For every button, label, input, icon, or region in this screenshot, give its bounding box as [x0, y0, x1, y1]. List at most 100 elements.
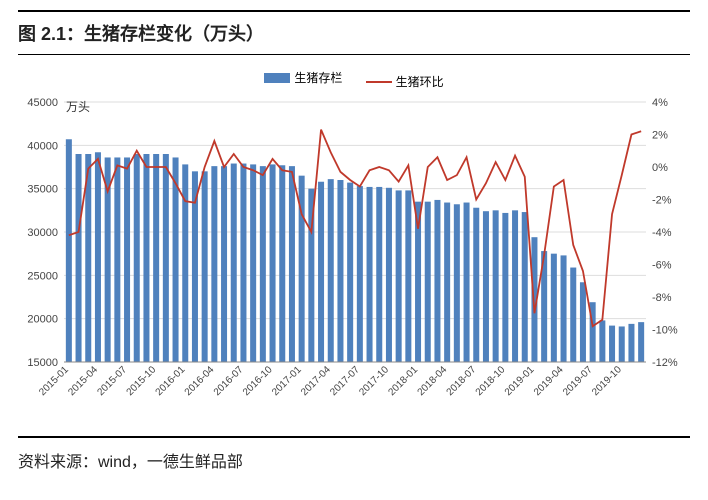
svg-text:2015-07: 2015-07: [95, 364, 129, 398]
legend-line-label: 生猪环比: [396, 73, 444, 90]
bar: [454, 204, 460, 362]
bar: [561, 255, 567, 362]
bar: [279, 165, 285, 362]
bar: [580, 282, 586, 362]
svg-text:-12%: -12%: [652, 357, 678, 369]
svg-text:4%: 4%: [652, 97, 668, 109]
bar: [250, 164, 256, 362]
bar: [66, 139, 72, 362]
svg-text:2018-04: 2018-04: [416, 364, 450, 398]
bar: [609, 326, 615, 362]
svg-text:35000: 35000: [27, 184, 58, 196]
svg-text:2015-10: 2015-10: [125, 364, 159, 398]
svg-text:-2%: -2%: [652, 195, 672, 207]
bar: [444, 203, 450, 362]
bar: [289, 166, 295, 362]
bar: [434, 200, 440, 362]
bar: [522, 212, 528, 362]
bar: [396, 190, 402, 362]
svg-text:-8%: -8%: [652, 292, 672, 304]
chart-container: 生猪存栏 生猪环比 万头 15000 20000 25000 30000 35000 40…: [18, 55, 690, 428]
svg-text:15000: 15000: [27, 357, 58, 369]
svg-text:2016-10: 2016-10: [241, 364, 275, 398]
title-bar: 图 2.1：生猪存栏变化（万头）: [18, 10, 690, 55]
bar: [153, 154, 159, 362]
svg-text:2017-10: 2017-10: [357, 364, 391, 398]
bar: [318, 182, 324, 362]
bar: [483, 211, 489, 362]
svg-text:2018-01: 2018-01: [386, 364, 420, 398]
svg-text:2019-10: 2019-10: [590, 364, 624, 398]
svg-text:30000: 30000: [27, 227, 58, 239]
bar: [114, 157, 120, 362]
svg-text:2016-07: 2016-07: [212, 364, 246, 398]
bar: [231, 164, 237, 362]
bar: [337, 180, 343, 362]
bar: [163, 154, 169, 362]
bar: [211, 166, 217, 362]
bar: [405, 190, 411, 362]
bar: [599, 320, 605, 362]
bar: [570, 268, 576, 362]
svg-text:2019-04: 2019-04: [532, 364, 566, 398]
chart-title: 图 2.1：生猪存栏变化（万头）: [18, 20, 690, 46]
bar: [328, 179, 334, 362]
svg-text:2017-01: 2017-01: [270, 364, 304, 398]
bar: [134, 154, 140, 362]
bar: [376, 187, 382, 362]
source-bar: 资料来源：wind，一德生鲜品部: [18, 436, 690, 476]
svg-text:2016-04: 2016-04: [183, 364, 217, 398]
svg-text:2019-07: 2019-07: [561, 364, 595, 398]
svg-text:0%: 0%: [652, 162, 668, 174]
legend-swatch-bar: [264, 73, 290, 83]
bar: [425, 202, 431, 362]
bar: [367, 187, 373, 362]
bar: [357, 186, 363, 362]
chart-svg: 15000 20000 25000 30000 35000 40000 45000 -12% -…: [18, 94, 690, 424]
svg-text:2015-01: 2015-01: [37, 364, 71, 398]
bar: [240, 164, 246, 362]
svg-text:-4%: -4%: [652, 227, 672, 239]
bar: [260, 166, 266, 362]
bar: [124, 157, 130, 362]
legend-item-bar: 生猪存栏: [264, 69, 342, 86]
svg-text:2017-04: 2017-04: [299, 364, 333, 398]
bar: [619, 326, 625, 362]
svg-text:2019-01: 2019-01: [503, 364, 537, 398]
legend: 生猪存栏 生猪环比: [18, 69, 690, 90]
svg-text:40000: 40000: [27, 140, 58, 152]
bar: [493, 210, 499, 362]
bar: [143, 154, 149, 362]
bar: [347, 183, 353, 362]
chart-area: 万头 15000 20000 25000 30000 35000 40000 45000 -1…: [18, 94, 690, 424]
svg-text:25000: 25000: [27, 270, 58, 282]
bar: [628, 324, 634, 362]
svg-text:2%: 2%: [652, 130, 668, 142]
bar: [202, 171, 208, 362]
svg-text:-6%: -6%: [652, 260, 672, 272]
bar: [638, 322, 644, 362]
bar: [473, 208, 479, 362]
svg-text:2017-07: 2017-07: [328, 364, 362, 398]
bar: [76, 154, 82, 362]
legend-bar-label: 生猪存栏: [294, 69, 342, 86]
svg-text:2018-10: 2018-10: [474, 364, 508, 398]
bar: [464, 203, 470, 362]
svg-text:45000: 45000: [27, 97, 58, 109]
bar: [551, 254, 557, 362]
bar: [182, 164, 188, 362]
legend-item-line: 生猪环比: [366, 73, 444, 90]
svg-text:2015-04: 2015-04: [66, 364, 100, 398]
bar: [270, 164, 276, 362]
source-text: 资料来源：wind，一德生鲜品部: [18, 448, 690, 472]
y-left-unit: 万头: [66, 98, 90, 115]
bar: [95, 152, 101, 362]
svg-text:2016-01: 2016-01: [154, 364, 188, 398]
svg-text:2018-07: 2018-07: [445, 364, 479, 398]
bar: [386, 188, 392, 362]
bar: [512, 210, 518, 362]
bar: [502, 213, 508, 362]
legend-swatch-line: [366, 81, 392, 83]
svg-text:20000: 20000: [27, 314, 58, 326]
svg-text:-10%: -10%: [652, 325, 678, 337]
